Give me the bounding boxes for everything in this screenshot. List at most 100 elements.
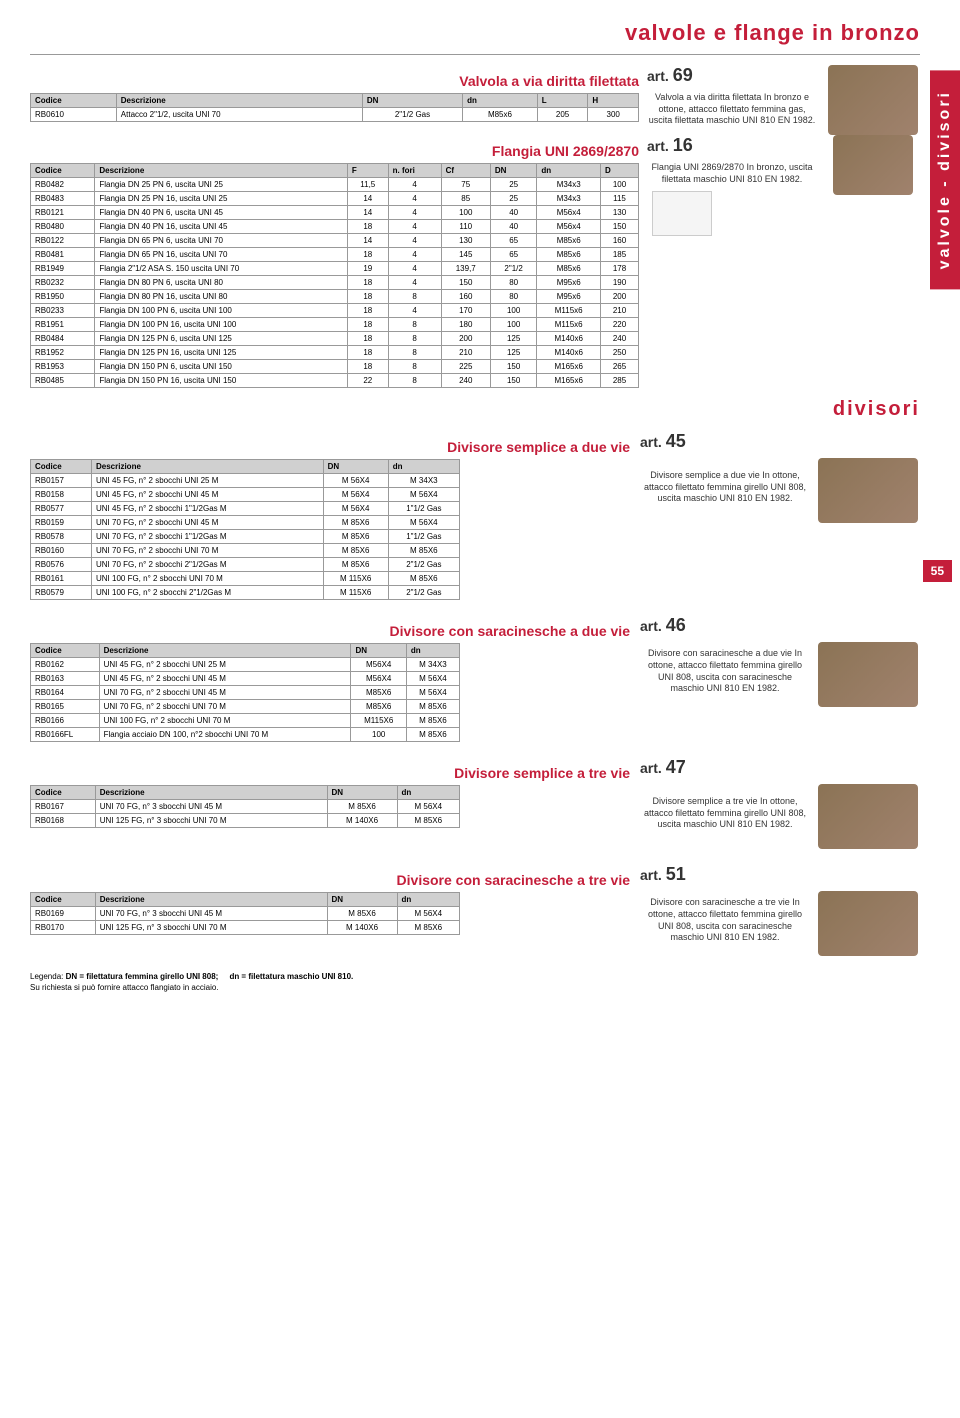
- table-row: RB0122Flangia DN 65 PN 6, uscita UNI 701…: [31, 234, 639, 248]
- col-header: Codice: [31, 94, 117, 108]
- table-cell: M 115X6: [323, 572, 388, 586]
- desc-46: Divisore con saracinesche a due vie In o…: [640, 648, 810, 695]
- table-cell: M 56X4: [388, 488, 459, 502]
- table-row: RB0162UNI 45 FG, n° 2 sbocchi UNI 25 MM5…: [31, 658, 460, 672]
- table-row: RB0163UNI 45 FG, n° 2 sbocchi UNI 45 MM5…: [31, 672, 460, 686]
- table-row: RB0170UNI 125 FG, n° 3 sbocchi UNI 70 MM…: [31, 921, 460, 935]
- table-cell: M 85X6: [406, 700, 459, 714]
- flange-image-16: [833, 135, 913, 195]
- col-header: Descrizione: [92, 460, 324, 474]
- table-cell: 150: [490, 374, 537, 388]
- table-69: CodiceDescrizioneDNdnLHRB0610Attacco 2"1…: [30, 93, 639, 122]
- table-cell: 225: [441, 360, 490, 374]
- table-cell: M 56X4: [388, 516, 459, 530]
- table-cell: M 85X6: [388, 544, 459, 558]
- table-row: RB0157UNI 45 FG, n° 2 sbocchi UNI 25 MM …: [31, 474, 460, 488]
- table-cell: M 56X4: [397, 800, 459, 814]
- table-cell: Flangia DN 40 PN 6, uscita UNI 45: [95, 206, 348, 220]
- table-cell: Flangia DN 125 PN 16, uscita UNI 125: [95, 346, 348, 360]
- table-cell: UNI 70 FG, n° 3 sbocchi UNI 45 M: [95, 907, 327, 921]
- table-cell: 200: [601, 290, 639, 304]
- table-cell: M 56X4: [323, 474, 388, 488]
- table-cell: UNI 100 FG, n° 2 sbocchi UNI 70 M: [99, 714, 351, 728]
- table-cell: M115x6: [537, 318, 601, 332]
- table-cell: M85x6: [537, 262, 601, 276]
- col-header: Cf: [441, 164, 490, 178]
- table-cell: 18: [347, 304, 388, 318]
- table-cell: RB0610: [31, 108, 117, 122]
- table-row: RB0121Flangia DN 40 PN 6, uscita UNI 451…: [31, 206, 639, 220]
- table-cell: 18: [347, 220, 388, 234]
- table-cell: 190: [601, 276, 639, 290]
- col-header: Descrizione: [99, 644, 351, 658]
- table-cell: UNI 70 FG, n° 2 sbocchi 2"1/2Gas M: [92, 558, 324, 572]
- table-cell: M115x6: [537, 304, 601, 318]
- table-cell: 200: [441, 332, 490, 346]
- table-row: RB0482Flangia DN 25 PN 6, uscita UNI 251…: [31, 178, 639, 192]
- table-cell: Flangia DN 150 PN 16, uscita UNI 150: [95, 374, 348, 388]
- table-cell: RB0577: [31, 502, 92, 516]
- table-51: CodiceDescrizioneDNdnRB0169UNI 70 FG, n°…: [30, 892, 460, 935]
- table-cell: 210: [441, 346, 490, 360]
- table-cell: RB0164: [31, 686, 100, 700]
- table-cell: M 56X4: [323, 502, 388, 516]
- table-cell: 80: [490, 290, 537, 304]
- table-row: RB0158UNI 45 FG, n° 2 sbocchi UNI 45 MM …: [31, 488, 460, 502]
- table-cell: 40: [490, 220, 537, 234]
- divisor-image-46: [818, 642, 918, 707]
- table-cell: 125: [490, 332, 537, 346]
- table-cell: UNI 125 FG, n° 3 sbocchi UNI 70 M: [95, 814, 327, 828]
- page-title: valvole e flange in bronzo: [30, 20, 920, 46]
- table-cell: 265: [601, 360, 639, 374]
- table-cell: M 85X6: [397, 814, 459, 828]
- col-header: D: [601, 164, 639, 178]
- section-title-47: Divisore semplice a tre vie: [30, 765, 630, 781]
- table-cell: 1"1/2 Gas: [388, 502, 459, 516]
- desc-45: Divisore semplice a due vie In ottone, a…: [640, 470, 810, 505]
- table-cell: UNI 70 FG, n° 2 sbocchi UNI 45 M: [92, 516, 324, 530]
- table-row: RB1950Flangia DN 80 PN 16, uscita UNI 80…: [31, 290, 639, 304]
- table-row: RB0169UNI 70 FG, n° 3 sbocchi UNI 45 MM …: [31, 907, 460, 921]
- table-cell: 130: [601, 206, 639, 220]
- table-cell: Flangia DN 125 PN 6, uscita UNI 125: [95, 332, 348, 346]
- table-cell: M 56X4: [406, 672, 459, 686]
- table-cell: RB0168: [31, 814, 96, 828]
- table-cell: RB1951: [31, 318, 95, 332]
- legend: Legenda: DN = filettatura femmina girell…: [30, 971, 920, 993]
- table-cell: RB0483: [31, 192, 95, 206]
- divisor-image-51: [818, 891, 918, 956]
- table-cell: 250: [601, 346, 639, 360]
- table-cell: UNI 70 FG, n° 2 sbocchi 1"1/2Gas M: [92, 530, 324, 544]
- divisor-image-45: [818, 458, 918, 523]
- table-cell: 150: [441, 276, 490, 290]
- table-row: RB0481Flangia DN 65 PN 16, uscita UNI 70…: [31, 248, 639, 262]
- table-cell: 100: [351, 728, 406, 742]
- section-title-69: Valvola a via diritta filettata: [30, 73, 639, 89]
- table-row: RB0610Attacco 2"1/2, uscita UNI 702"1/2 …: [31, 108, 639, 122]
- table-cell: 125: [490, 346, 537, 360]
- table-cell: 22: [347, 374, 388, 388]
- table-row: RB0166UNI 100 FG, n° 2 sbocchi UNI 70 MM…: [31, 714, 460, 728]
- table-cell: RB0484: [31, 332, 95, 346]
- table-cell: RB1949: [31, 262, 95, 276]
- table-cell: Flangia acciaio DN 100, n°2 sbocchi UNI …: [99, 728, 351, 742]
- table-cell: Flangia DN 100 PN 16, uscita UNI 100: [95, 318, 348, 332]
- col-header: DN: [490, 164, 537, 178]
- table-cell: UNI 125 FG, n° 3 sbocchi UNI 70 M: [95, 921, 327, 935]
- table-cell: Flangia DN 100 PN 6, uscita UNI 100: [95, 304, 348, 318]
- table-47: CodiceDescrizioneDNdnRB0167UNI 70 FG, n°…: [30, 785, 460, 828]
- table-cell: M 85X6: [406, 714, 459, 728]
- table-row: RB0480Flangia DN 40 PN 16, uscita UNI 45…: [31, 220, 639, 234]
- page-content: valvole e flange in bronzo Valvola a via…: [0, 0, 960, 1013]
- table-cell: M140x6: [537, 332, 601, 346]
- table-cell: 240: [441, 374, 490, 388]
- table-cell: M 85X6: [323, 558, 388, 572]
- desc-16: Flangia UNI 2869/2870 In bronzo, uscita …: [647, 162, 817, 185]
- table-cell: M56X4: [351, 672, 406, 686]
- table-cell: 8: [388, 346, 441, 360]
- col-header: DN: [362, 94, 462, 108]
- table-46: CodiceDescrizioneDNdnRB0162UNI 45 FG, n°…: [30, 643, 460, 742]
- section-title-51: Divisore con saracinesche a tre vie: [30, 872, 630, 888]
- flange-diagram: [652, 191, 712, 236]
- table-cell: Flangia DN 80 PN 16, uscita UNI 80: [95, 290, 348, 304]
